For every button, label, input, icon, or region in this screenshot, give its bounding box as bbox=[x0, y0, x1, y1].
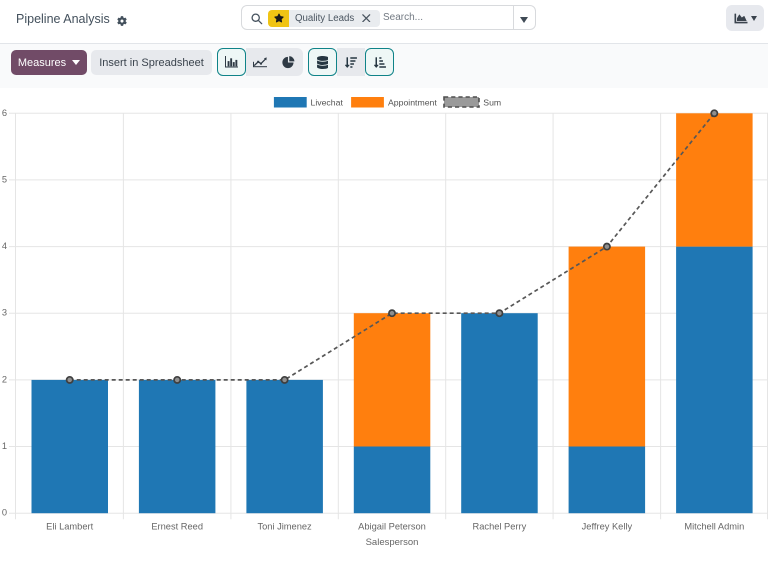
svg-text:3: 3 bbox=[2, 308, 7, 318]
svg-text:Ernest Reed: Ernest Reed bbox=[151, 522, 203, 532]
svg-text:Livechat: Livechat bbox=[311, 98, 344, 108]
svg-text:0: 0 bbox=[2, 508, 7, 518]
svg-text:Abigail Peterson: Abigail Peterson bbox=[358, 522, 426, 532]
svg-text:5: 5 bbox=[2, 174, 7, 184]
svg-text:2: 2 bbox=[2, 374, 7, 384]
svg-text:Appointment: Appointment bbox=[388, 98, 437, 108]
svg-text:6: 6 bbox=[2, 108, 7, 118]
svg-text:Jeffrey Kelly: Jeffrey Kelly bbox=[582, 522, 633, 532]
svg-text:Eli Lambert: Eli Lambert bbox=[46, 522, 93, 532]
svg-text:1: 1 bbox=[2, 441, 7, 451]
svg-text:Rachel Perry: Rachel Perry bbox=[473, 522, 527, 532]
svg-text:4: 4 bbox=[2, 241, 7, 251]
svg-text:Mitchell Admin: Mitchell Admin bbox=[684, 522, 744, 532]
svg-text:Sum: Sum bbox=[483, 98, 501, 108]
svg-text:Toni Jimenez: Toni Jimenez bbox=[257, 522, 312, 532]
svg-text:Salesperson: Salesperson bbox=[366, 537, 419, 548]
